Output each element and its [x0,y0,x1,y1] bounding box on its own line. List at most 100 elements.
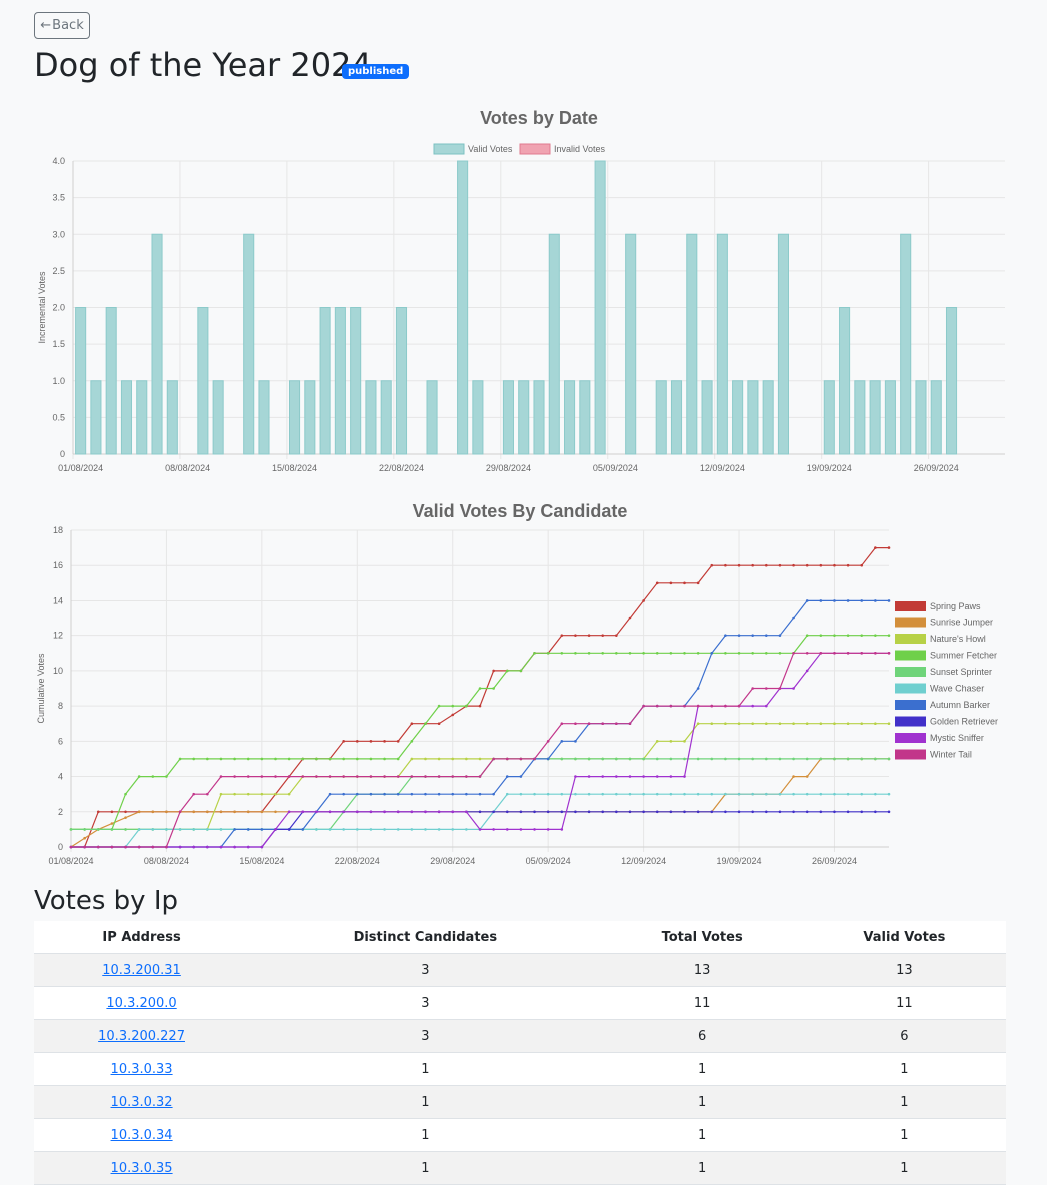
ip-link[interactable]: 10.3.200.31 [102,962,181,978]
data-point-wave-chaser [328,828,332,831]
total-votes-cell: 6 [601,1019,803,1053]
data-point-wave-chaser [315,828,318,831]
data-point-wave-chaser [696,792,700,796]
data-point-sunset-sprinter [83,828,86,831]
data-point-autumn-barker [751,634,754,637]
data-point-nature-s-howl [887,722,891,726]
bar-valid-votes [426,380,438,455]
bar-valid-votes [930,380,942,455]
data-point-sunrise-jumper [137,810,141,814]
back-button[interactable]: ← Back [34,12,90,39]
data-point-nature-s-howl [833,722,836,726]
data-point-summer-fetcher [151,775,155,778]
data-point-wave-chaser [519,792,523,796]
ip-link[interactable]: 10.3.0.33 [110,1061,173,1077]
data-point-wave-chaser [887,792,891,796]
legend-swatch-winter-tail [895,749,926,760]
data-point-winter-tail [83,845,86,849]
data-point-autumn-barker [778,634,782,637]
data-point-spring-paws [437,722,441,726]
data-point-autumn-barker [874,599,877,602]
bar-valid-votes [686,233,698,455]
data-point-winter-tail [424,775,427,778]
y-tick-label: 0 [58,842,63,852]
data-point-mystic-sniffer [301,810,305,814]
data-point-wave-chaser [356,828,359,831]
data-point-winter-tail [383,775,386,778]
bar-valid-votes [762,380,774,455]
bar-valid-votes [288,380,301,455]
data-point-mystic-sniffer [669,775,673,778]
bar-valid-votes [716,233,728,455]
table-row: 10.3.0.35 1 1 1 [34,1151,1006,1185]
bar-valid-votes [518,380,530,455]
bar-valid-votes [136,380,148,455]
data-point-nature-s-howl [478,757,482,761]
data-point-nature-s-howl [233,792,236,796]
data-point-autumn-barker [519,775,523,778]
legend-label-invalid-votes: Invalid Votes [554,144,606,154]
bar-valid-votes [304,380,316,455]
data-point-spring-paws [396,740,400,743]
data-point-winter-tail [396,775,400,778]
data-point-sunset-sprinter [587,757,591,761]
data-point-mystic-sniffer [342,810,345,814]
data-point-spring-paws [751,563,754,567]
data-point-spring-paws [737,563,741,567]
data-point-winter-tail [437,775,441,778]
legend-label-summer-fetcher: Summer Fetcher [930,651,997,661]
data-point-wave-chaser [601,792,604,796]
x-tick-label: 05/09/2024 [526,856,571,866]
x-tick-label: 12/09/2024 [700,463,745,473]
data-point-summer-fetcher [833,634,836,637]
legend-label-sunrise-jumper: Sunrise Jumper [930,618,993,628]
data-point-summer-fetcher [369,757,373,761]
bar-valid-votes [258,380,270,455]
data-point-wave-chaser [574,792,577,796]
data-point-sunrise-jumper [805,775,809,778]
ip-link[interactable]: 10.3.0.32 [110,1094,173,1110]
data-point-golden-retriever [655,810,659,814]
data-point-sunrise-jumper [233,810,236,814]
data-point-golden-retriever [601,810,604,814]
data-point-mystic-sniffer [601,775,604,778]
data-point-wave-chaser [546,792,550,796]
data-point-golden-retriever [560,810,564,814]
data-point-autumn-barker [342,792,345,796]
bar-valid-votes [945,307,958,455]
data-point-spring-paws [683,581,686,585]
data-point-mystic-sniffer [465,810,468,814]
data-point-summer-fetcher [615,651,618,655]
legend-label-winter-tail: Winter Tail [930,750,972,760]
data-point-nature-s-howl [437,757,441,761]
data-point-winter-tail [287,775,291,778]
data-point-sunset-sprinter [724,757,727,761]
data-point-mystic-sniffer [560,828,564,831]
ip-link[interactable]: 10.3.200.227 [98,1028,185,1044]
data-point-summer-fetcher [274,757,277,761]
distinct-candidates-cell: 1 [249,1052,602,1086]
data-point-mystic-sniffer [451,810,455,814]
y-tick-label: 12 [53,631,63,641]
ip-cell: 10.3.0.35 [34,1151,250,1185]
bar-valid-votes [243,233,255,455]
data-point-wave-chaser [846,792,850,796]
data-point-nature-s-howl [683,740,686,743]
y-tick-label: 4.0 [52,156,65,166]
data-point-golden-retriever [819,810,823,814]
data-point-winter-tail [860,651,864,655]
ip-link[interactable]: 10.3.0.35 [110,1160,173,1176]
bar-valid-votes [732,380,744,455]
data-point-mystic-sniffer [751,704,754,708]
ip-link[interactable]: 10.3.0.34 [110,1127,173,1143]
table-row: 10.3.0.33 1 1 1 [34,1052,1006,1086]
bar-valid-votes [197,307,209,455]
ip-link[interactable]: 10.3.200.0 [106,995,177,1011]
data-point-winter-tail [805,651,809,655]
data-point-autumn-barker [356,792,359,796]
data-point-winter-tail [683,704,686,708]
bar-valid-votes [854,380,866,455]
data-point-sunrise-jumper [219,810,223,814]
data-point-summer-fetcher [860,634,864,637]
data-point-winter-tail [710,704,714,708]
